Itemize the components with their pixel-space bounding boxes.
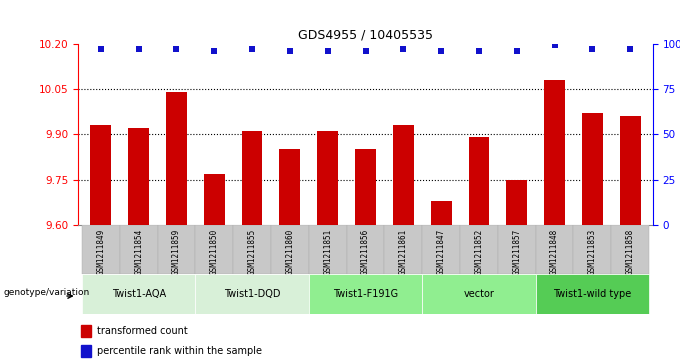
- Text: GSM1211849: GSM1211849: [97, 229, 105, 275]
- Point: [171, 46, 182, 52]
- Text: Twist1-DQD: Twist1-DQD: [224, 289, 280, 299]
- Point: [322, 48, 333, 54]
- Bar: [536, 274, 649, 314]
- Text: GSM1211856: GSM1211856: [361, 229, 370, 275]
- Bar: [166, 92, 187, 225]
- Text: GSM1211848: GSM1211848: [550, 229, 559, 275]
- Bar: [241, 131, 262, 225]
- Bar: [507, 180, 527, 225]
- Text: Twist1-AQA: Twist1-AQA: [112, 289, 166, 299]
- Point: [625, 46, 636, 52]
- Bar: [90, 125, 112, 225]
- Bar: [279, 150, 301, 225]
- Text: genotype/variation: genotype/variation: [4, 287, 90, 297]
- Bar: [309, 274, 422, 314]
- Bar: [129, 128, 149, 225]
- Bar: [81, 346, 91, 357]
- Bar: [573, 225, 611, 274]
- Text: transformed count: transformed count: [97, 326, 188, 337]
- Bar: [582, 113, 602, 225]
- Bar: [158, 225, 195, 274]
- Bar: [82, 225, 120, 274]
- Text: GSM1211859: GSM1211859: [172, 229, 181, 275]
- Bar: [611, 225, 649, 274]
- Point: [549, 42, 560, 48]
- Bar: [271, 225, 309, 274]
- Point: [247, 46, 258, 52]
- Text: GSM1211858: GSM1211858: [626, 229, 634, 275]
- Point: [436, 48, 447, 54]
- Point: [473, 48, 484, 54]
- Point: [133, 46, 144, 52]
- Bar: [422, 225, 460, 274]
- Text: GSM1211854: GSM1211854: [134, 229, 143, 275]
- Bar: [355, 150, 376, 225]
- Bar: [318, 131, 338, 225]
- Text: GSM1211860: GSM1211860: [286, 229, 294, 275]
- Bar: [469, 137, 490, 225]
- Point: [95, 46, 106, 52]
- Text: GSM1211850: GSM1211850: [210, 229, 219, 275]
- Point: [511, 48, 522, 54]
- Title: GDS4955 / 10405535: GDS4955 / 10405535: [298, 28, 433, 41]
- Text: GSM1211857: GSM1211857: [512, 229, 521, 275]
- Bar: [619, 116, 641, 225]
- Bar: [195, 225, 233, 274]
- Text: GSM1211852: GSM1211852: [475, 229, 483, 275]
- Text: percentile rank within the sample: percentile rank within the sample: [97, 346, 262, 356]
- Bar: [347, 225, 384, 274]
- Bar: [120, 225, 158, 274]
- Point: [398, 46, 409, 52]
- Bar: [422, 274, 536, 314]
- Point: [360, 48, 371, 54]
- Text: GSM1211847: GSM1211847: [437, 229, 445, 275]
- Text: GSM1211855: GSM1211855: [248, 229, 256, 275]
- Bar: [393, 125, 413, 225]
- Bar: [195, 274, 309, 314]
- Text: Twist1-wild type: Twist1-wild type: [554, 289, 632, 299]
- Point: [284, 48, 295, 54]
- Bar: [309, 225, 347, 274]
- Bar: [384, 225, 422, 274]
- Point: [209, 48, 220, 54]
- Bar: [460, 225, 498, 274]
- Bar: [536, 225, 573, 274]
- Bar: [430, 201, 452, 225]
- Text: Twist1-F191G: Twist1-F191G: [333, 289, 398, 299]
- Text: GSM1211851: GSM1211851: [323, 229, 333, 275]
- Bar: [82, 274, 195, 314]
- Bar: [81, 325, 91, 338]
- Text: GSM1211853: GSM1211853: [588, 229, 597, 275]
- Bar: [233, 225, 271, 274]
- Bar: [498, 225, 536, 274]
- Text: GSM1211861: GSM1211861: [398, 229, 408, 275]
- Bar: [204, 174, 224, 225]
- Text: vector: vector: [464, 289, 494, 299]
- Point: [587, 46, 598, 52]
- Bar: [544, 80, 565, 225]
